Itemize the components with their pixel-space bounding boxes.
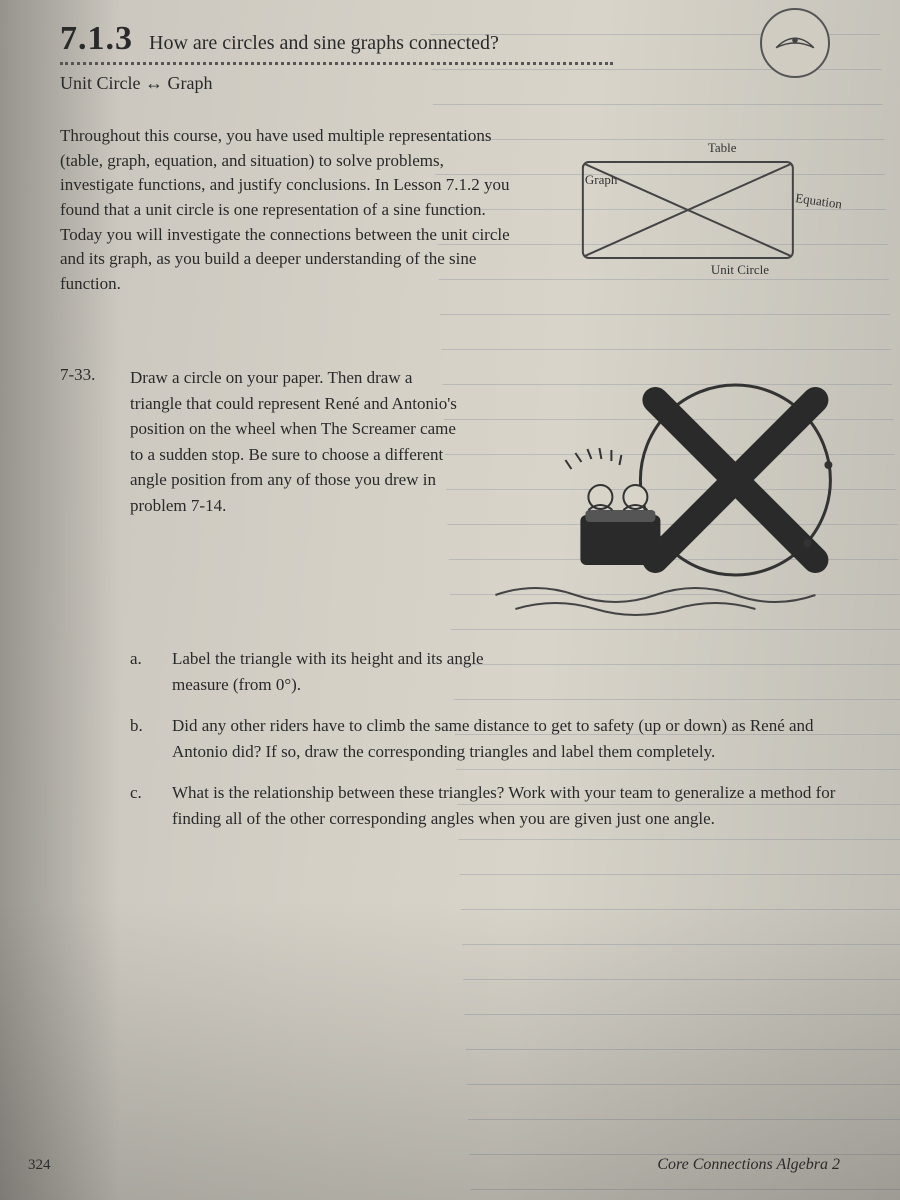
part-text-c: What is the relationship between these t… (172, 780, 850, 831)
problem-part-b: b. Did any other riders have to climb th… (130, 713, 850, 764)
textbook-footer: Core Connections Algebra 2 (657, 1156, 840, 1174)
part-letter-b: b. (130, 713, 150, 764)
textbook-page: 7.1.3 How are circles and sine graphs co… (0, 0, 900, 861)
problem-intro-text: Draw a circle on your paper. Then draw a… (130, 365, 461, 630)
web-label-top: Table (708, 140, 737, 155)
problem-number: 7-33. (60, 365, 130, 831)
corner-emblem-icon (760, 8, 830, 78)
page-shadow-bottom (0, 900, 900, 1200)
problem-part-c: c. What is the relationship between thes… (130, 780, 850, 831)
intro-paragraph: Throughout this course, you have used mu… (60, 124, 510, 309)
part-letter-c: c. (130, 780, 150, 831)
part-letter-a: a. (130, 646, 150, 697)
problem-part-a: a. Label the triangle with its height an… (130, 646, 850, 697)
section-subtitle: Unit Circle ↔ Graph (60, 73, 850, 94)
web-label-bottom: Unit Circle (711, 262, 769, 277)
problem-7-33: 7-33. Draw a circle on your paper. Then … (60, 365, 850, 831)
section-header: 7.1.3 How are circles and sine graphs co… (60, 20, 850, 58)
screamer-ride-illustration (481, 365, 850, 630)
part-text-b: Did any other riders have to climb the s… (172, 713, 850, 764)
representations-web-diagram: Table Graph Equation Unit Circle (536, 124, 850, 309)
page-number: 324 (28, 1157, 51, 1174)
web-label-right: Equation (795, 190, 844, 211)
section-question: How are circles and sine graphs connecte… (149, 32, 499, 55)
dotted-divider (60, 62, 613, 65)
part-text-a: Label the triangle with its height and i… (172, 646, 503, 697)
web-label-left: Graph (585, 172, 618, 187)
section-number: 7.1.3 (60, 20, 133, 58)
